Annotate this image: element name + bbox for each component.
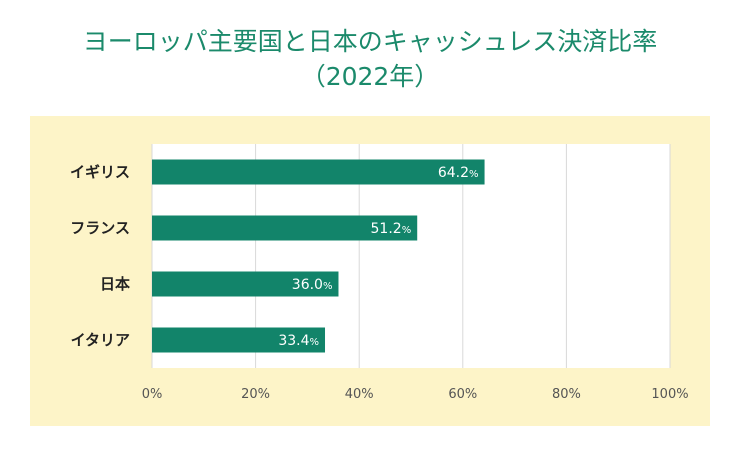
chart-title-line1: ヨーロッパ主要国と日本のキャッシュレス決済比率 (82, 27, 658, 56)
category-label: イタリア (71, 331, 130, 349)
category-label: 日本 (100, 275, 130, 293)
bar (152, 215, 418, 241)
bar (152, 327, 326, 353)
data-label: 64.2% (438, 165, 479, 181)
x-tick-label: 40% (345, 387, 374, 402)
x-tick-label: 20% (241, 387, 270, 402)
x-tick-label: 60% (448, 387, 477, 402)
data-label: 36.0% (292, 277, 333, 293)
category-label: フランス (70, 219, 130, 237)
chart-title: ヨーロッパ主要国と日本のキャッシュレス決済比率 （2022年） (0, 24, 740, 94)
x-tick-label: 0% (142, 387, 163, 402)
x-tick-label: 80% (552, 387, 581, 402)
bar (152, 159, 485, 185)
category-label: イギリス (70, 163, 130, 181)
x-tick-label: 100% (651, 387, 688, 402)
bar (152, 271, 339, 297)
data-label: 33.4% (278, 333, 319, 349)
data-label: 51.2% (371, 221, 412, 237)
chart-title-line2: （2022年） (300, 62, 440, 91)
